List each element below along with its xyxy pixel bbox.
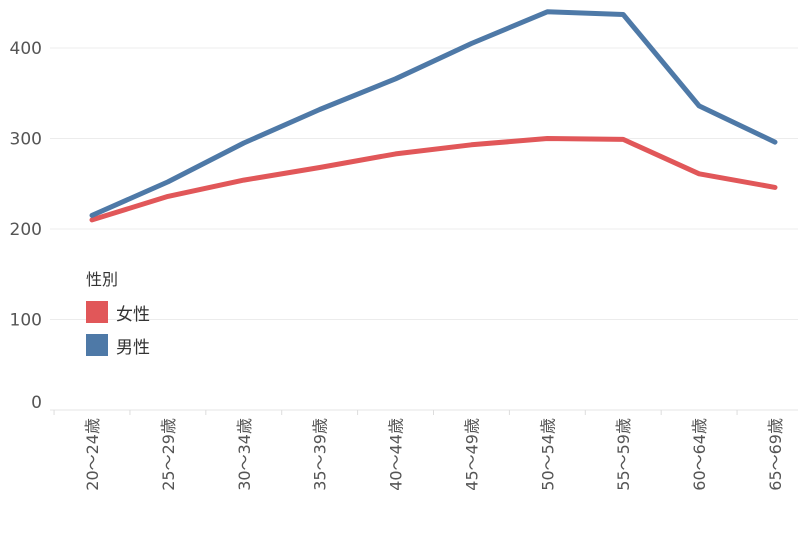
legend: 性別 女性 男性 <box>86 270 150 366</box>
x-tick-label: 30～34歳 <box>235 418 254 491</box>
y-tick-label: 100 <box>10 311 42 331</box>
y-tick-label: 400 <box>10 39 42 59</box>
legend-title: 性別 <box>86 270 119 289</box>
x-tick-label: 55～59歳 <box>614 418 633 491</box>
x-tick-label: 45～49歳 <box>462 418 481 491</box>
y-tick-label: 0 <box>31 393 42 413</box>
x-tick-label: 65～69歳 <box>766 418 785 491</box>
x-tick-label: 50～54歳 <box>538 418 557 491</box>
series-line-male <box>89 9 778 218</box>
legend-swatch-male <box>86 334 108 356</box>
legend-swatch-female <box>86 301 108 323</box>
x-tick-label: 35～39歳 <box>311 418 330 491</box>
y-tick-label: 200 <box>10 220 42 240</box>
x-tick-label: 60～64歳 <box>690 418 709 491</box>
x-tick-label: 20～24歳 <box>83 418 102 491</box>
y-tick-label: 300 <box>10 130 42 150</box>
legend-item-female[interactable]: 女性 <box>86 300 150 325</box>
x-tick-label: 25～29歳 <box>159 418 178 491</box>
legend-label-female: 女性 <box>116 304 150 325</box>
series-line-female <box>89 136 778 223</box>
legend-item-male[interactable]: 男性 <box>86 333 150 358</box>
legend-label-male: 男性 <box>116 337 150 358</box>
x-tick-label: 40～44歳 <box>387 418 406 491</box>
